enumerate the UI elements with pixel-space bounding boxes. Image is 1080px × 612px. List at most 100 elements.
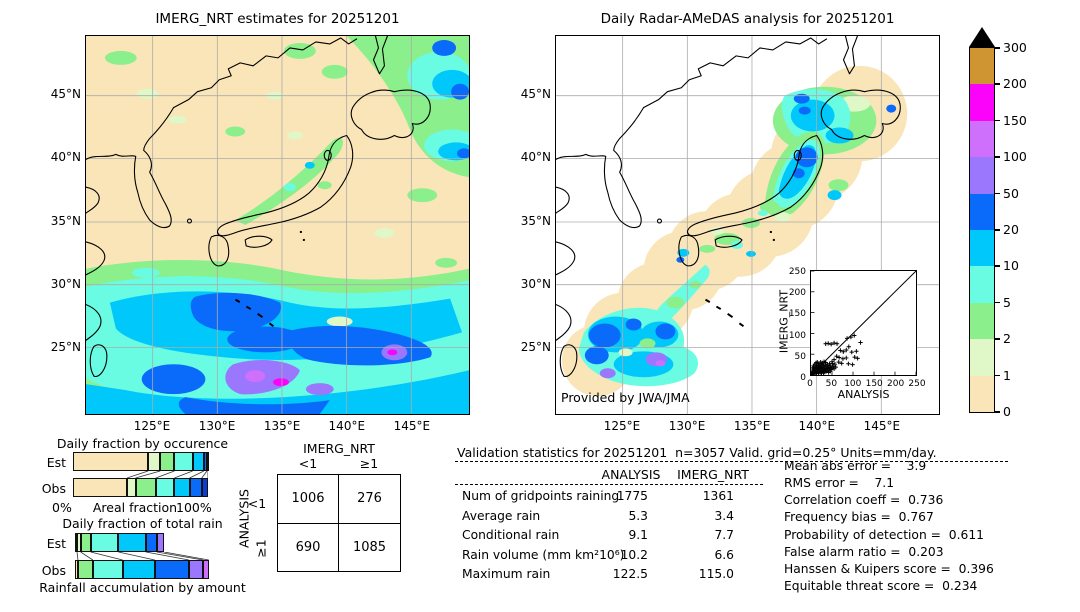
colorbar-tick-mark <box>995 374 1000 377</box>
colorbar-tick-mark <box>995 265 1000 267</box>
bar-connector <box>174 471 193 478</box>
colorbar-tick-mark <box>995 301 1000 304</box>
colorbar-tick-label: 300 <box>1003 40 1027 55</box>
validation-value-analysis: 10.2 <box>620 547 648 562</box>
left-map-precip <box>86 36 469 414</box>
colorbar-over-arrow <box>969 27 995 47</box>
right-map-precip <box>578 86 897 387</box>
bar-segment <box>156 533 165 552</box>
left-map-y-tick: 25°N <box>50 340 81 355</box>
right-map-x-tick: 140°E <box>798 419 836 433</box>
colorbar-tick-label: 150 <box>1003 112 1027 128</box>
totalrain-obs-label: Obs <box>41 563 66 578</box>
scatter-point <box>844 355 849 361</box>
scatter-point <box>831 340 837 346</box>
right-map-y-tick: 25°N <box>520 340 551 355</box>
scatter-point <box>811 365 815 371</box>
left-map-y-tick: 45°N <box>50 87 81 102</box>
contingency-row-title: ANALYSIS <box>236 489 252 548</box>
left-map-x-tick: 145°E <box>393 419 431 433</box>
occurrence-est-label: Est <box>46 455 66 470</box>
scatter-point <box>846 361 851 366</box>
colorbar-tick-label: 0 <box>1003 404 1011 419</box>
bar-segment <box>77 533 81 552</box>
colorbar-segment <box>970 302 994 340</box>
colorbar-tick-mark <box>995 229 1000 231</box>
inset-y-tick-label: 150 <box>788 309 806 320</box>
right-map-x-tick: 135°E <box>733 419 771 433</box>
metric-line: Hanssen & Kuipers score = 0.396 <box>784 561 994 576</box>
left-map-y-tick: 35°N <box>50 213 81 228</box>
bar-segment <box>75 560 78 579</box>
inset-x-tick-label: 150 <box>865 379 883 389</box>
validation-value-analysis: 9.1 <box>628 528 648 543</box>
colorbar-tick-label: 100 <box>1003 149 1027 165</box>
bar-segment <box>203 560 209 579</box>
scatter-point <box>855 356 860 361</box>
bar-segment <box>127 478 136 497</box>
colorbar-segment <box>970 375 994 412</box>
right-map-x-tick: 125°E <box>603 419 641 433</box>
validation-row-label: Conditional rain <box>462 528 560 543</box>
validation-value-imerg: 3.4 <box>714 508 734 523</box>
bar-segment <box>135 478 156 497</box>
right-map-x-tick: 145°E <box>863 419 901 433</box>
left-map-x-tick: 130°E <box>198 419 236 433</box>
contingency-cell: 1006 <box>278 475 339 524</box>
bar-segment <box>80 533 91 552</box>
contingency-row-label-ge1: ≥1 <box>253 539 269 558</box>
bar-connector <box>155 471 175 478</box>
inset-y-tick-label: 100 <box>788 330 806 341</box>
bar-segment <box>122 560 155 579</box>
inset-x-tick-label: 250 <box>908 379 926 389</box>
left-map-canvas <box>86 36 469 414</box>
contingency-table: 1006 276 690 1085 <box>277 474 401 572</box>
occurrence-est-bar <box>73 452 209 471</box>
validation-value-analysis: 122.5 <box>612 567 648 582</box>
right-map-y-tick: 30°N <box>520 277 551 292</box>
inset-x-tick-label: 200 <box>887 379 905 389</box>
metric-line: RMS error = 7.1 <box>784 476 895 491</box>
contingency-cell: 690 <box>278 523 339 572</box>
scatter-point <box>846 344 851 349</box>
metric-line: Correlation coeff = 0.736 <box>784 493 944 508</box>
occurrence-title: Daily fraction by occurence <box>56 436 229 451</box>
colorbar-segment <box>970 230 994 267</box>
colorbar-tick-mark <box>995 83 1000 85</box>
totalrain-est-bar <box>75 533 210 552</box>
validation-title: Validation statistics for 20251201 n=305… <box>457 445 937 460</box>
totalrain-title: Daily fraction of total rain <box>62 516 223 531</box>
one-to-one-line <box>811 271 916 375</box>
scatter-point <box>848 334 854 340</box>
occurrence-obs-label: Obs <box>41 481 66 496</box>
validation-row-label: Num of gridpoints raining <box>462 489 620 503</box>
bar-connector <box>76 552 79 560</box>
right-map-y-tick: 45°N <box>520 87 551 102</box>
scatter-point <box>832 362 838 367</box>
divider-top <box>455 461 1008 462</box>
left-map-x-tick: 135°E <box>263 419 301 433</box>
scatter-point <box>834 341 840 346</box>
scatter-point <box>834 354 839 359</box>
inset-scatter <box>810 270 917 376</box>
bar-segment <box>192 452 204 471</box>
bar-segment <box>203 452 207 471</box>
occurrence-obs-bar <box>73 478 208 497</box>
occurrence-x-left: 0% <box>52 500 72 515</box>
bar-connector <box>201 471 208 478</box>
inset-y-tick-label: 250 <box>788 267 806 277</box>
validation-value-analysis: 1775 <box>616 489 648 503</box>
validation-value-imerg: 115.0 <box>698 567 734 582</box>
colorbar-tick-mark <box>995 119 1000 122</box>
bar-segment <box>206 452 209 471</box>
left-map <box>85 35 470 415</box>
bar-connector <box>145 552 190 560</box>
contingency-col-label-lt1: <1 <box>298 456 318 471</box>
colorbar-tick-label: 10 <box>1003 258 1019 274</box>
bar-segment <box>155 478 175 497</box>
totalrain-caption: Rainfall accumulation by amount <box>39 580 246 595</box>
scatter-point <box>844 347 849 353</box>
bar-segment <box>188 560 204 579</box>
scatter-point <box>823 360 828 365</box>
bar-segment <box>73 478 127 497</box>
